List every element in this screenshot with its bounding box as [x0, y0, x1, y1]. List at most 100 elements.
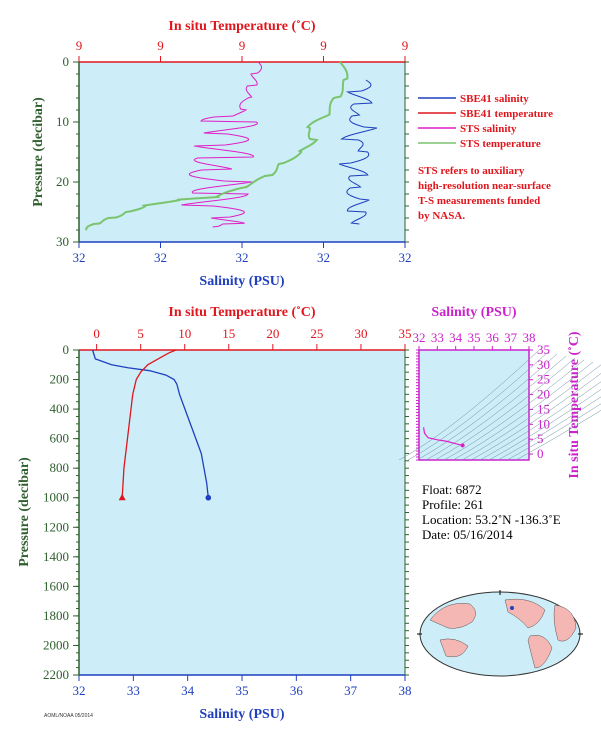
density-contour — [434, 357, 576, 461]
density-contour — [461, 364, 601, 461]
bottom-pressure-tick-label: 1800 — [43, 608, 69, 623]
legend-label-sts-salinity: STS salinity — [460, 123, 517, 135]
sts-note: STS refers to auxiliary high-resolution … — [418, 165, 551, 222]
series-sts-salinity — [181, 61, 263, 228]
map-landmass-south-america — [527, 635, 553, 669]
bottom-sal-tick-label: 37 — [344, 683, 358, 698]
bottom-panel: In situ Temperature (˚C) Salinity (PSU) … — [17, 305, 412, 722]
legend: SBE41 salinity SBE41 temperature STS sal… — [418, 93, 553, 150]
profile-number: Profile: 261 — [422, 497, 484, 512]
density-contour — [497, 396, 601, 461]
bottom-plot-area — [79, 350, 405, 675]
map-landmass-asia — [429, 603, 476, 629]
ts-temp-tick-label: 25 — [537, 372, 550, 387]
top-panel: In situ Temperature (˚C) Salinity (PSU) … — [31, 19, 553, 289]
bottom-temp-tick-label: 30 — [354, 326, 367, 341]
map-landmass-europe-africa — [553, 604, 577, 642]
map-landmass-australia — [439, 638, 469, 658]
ts-temp-tick-label: 30 — [537, 357, 550, 372]
top-sal-axis-title: Salinity (PSU) — [199, 274, 285, 289]
series-sts-temperature — [84, 61, 349, 231]
ts-sal-tick-label: 33 — [431, 330, 444, 345]
salinity-profile-line — [91, 349, 209, 498]
density-contour — [488, 389, 601, 461]
top-temp-tick-label: 9 — [320, 38, 327, 53]
note-line-3: T-S measurements funded — [418, 195, 540, 207]
top-temp-axis-title: In situ Temperature (˚C) — [168, 19, 315, 34]
top-pressure-tick-label: 20 — [56, 174, 69, 189]
bottom-sal-tick-label: 34 — [181, 683, 195, 698]
top-sal-tick-label: 32 — [154, 250, 167, 265]
top-temp-tick-label: 9 — [157, 38, 164, 53]
float-info: Float: 6872 Profile: 261 Location: 53.2˚… — [422, 482, 561, 542]
density-contours — [398, 349, 601, 461]
density-contour — [416, 353, 558, 461]
bottom-sal-tick-label: 35 — [236, 683, 249, 698]
ts-sal-tick-label: 34 — [449, 330, 463, 345]
note-line-4: by NASA. — [418, 210, 465, 222]
top-pressure-tick-label: 0 — [63, 54, 70, 69]
bottom-pressure-tick-label: 1600 — [43, 578, 69, 593]
ts-temp-tick-label: 35 — [537, 342, 550, 357]
bottom-pressure-tick-label: 400 — [50, 401, 70, 416]
top-sal-tick-label: 32 — [73, 250, 86, 265]
ts-sal-tick-label: 36 — [486, 330, 500, 345]
temperature-profile-line — [121, 349, 177, 498]
date: Date: 05/16/2014 — [422, 527, 513, 542]
ts-sal-tick-label: 32 — [413, 330, 426, 345]
ts-end-marker — [460, 443, 465, 448]
bottom-temp-axis-title: In situ Temperature (˚C) — [168, 305, 315, 320]
world-map — [417, 590, 583, 677]
top-temp-tick-label: 9 — [76, 38, 83, 53]
bottom-temp-tick-label: 5 — [137, 326, 144, 341]
series-sbe41-salinity — [338, 79, 378, 225]
bottom-sal-tick-label: 32 — [73, 683, 86, 698]
legend-label-sbe41-salinity: SBE41 salinity — [460, 93, 529, 105]
top-sal-tick-label: 32 — [317, 250, 330, 265]
map-ocean — [419, 591, 581, 677]
ts-sal-tick-label: 35 — [468, 330, 481, 345]
ts-profile-line — [422, 427, 463, 447]
legend-label-sts-temperature: STS temperature — [460, 138, 541, 150]
density-contour — [506, 403, 601, 461]
bottom-temp-tick-label: 20 — [266, 326, 279, 341]
ts-sal-tick-label: 38 — [523, 330, 536, 345]
map-landmass-north-america — [504, 598, 546, 629]
bottom-pressure-tick-label: 200 — [50, 372, 70, 387]
ts-sal-axis-title: Salinity (PSU) — [431, 305, 517, 320]
density-contour — [407, 351, 549, 461]
salinity-end-marker — [205, 494, 212, 501]
legend-label-sbe41-temperature: SBE41 temperature — [460, 108, 553, 120]
bottom-sal-tick-label: 38 — [399, 683, 412, 698]
ts-temp-tick-label: 5 — [537, 431, 544, 446]
top-pressure-tick-label: 10 — [56, 114, 69, 129]
ts-temp-tick-label: 0 — [537, 446, 544, 461]
bottom-pressure-tick-label: 1000 — [43, 490, 69, 505]
note-line-1: STS refers to auxiliary — [418, 165, 525, 177]
footer-credit: AOML/NOAA 05/2014 — [44, 713, 93, 719]
bottom-temp-tick-label: 35 — [399, 326, 412, 341]
top-temp-tick-label: 9 — [402, 38, 409, 53]
bottom-pressure-tick-label: 0 — [63, 342, 70, 357]
ts-panel: Salinity (PSU) In situ Temperature (˚C) … — [398, 305, 601, 479]
ts-sal-tick-label: 37 — [504, 330, 518, 345]
bottom-sal-tick-label: 33 — [127, 683, 140, 698]
bottom-temp-tick-label: 15 — [222, 326, 235, 341]
bottom-pressure-tick-label: 800 — [50, 460, 70, 475]
bottom-sal-axis-title: Salinity (PSU) — [199, 707, 285, 722]
float-id: Float: 6872 — [422, 482, 482, 497]
top-plot-area — [79, 62, 405, 242]
density-contour — [515, 410, 601, 461]
density-contour — [425, 355, 567, 461]
density-contour — [452, 361, 594, 461]
bottom-sal-tick-label: 36 — [290, 683, 304, 698]
bottom-temp-tick-label: 25 — [310, 326, 323, 341]
ts-plot-area — [418, 349, 530, 461]
top-temp-tick-label: 9 — [239, 38, 246, 53]
bottom-temp-tick-label: 0 — [93, 326, 100, 341]
location: Location: 53.2˚N -136.3˚E — [422, 512, 561, 527]
density-contour — [398, 349, 540, 461]
bottom-pressure-tick-label: 600 — [50, 431, 70, 446]
top-sal-tick-label: 32 — [399, 250, 412, 265]
